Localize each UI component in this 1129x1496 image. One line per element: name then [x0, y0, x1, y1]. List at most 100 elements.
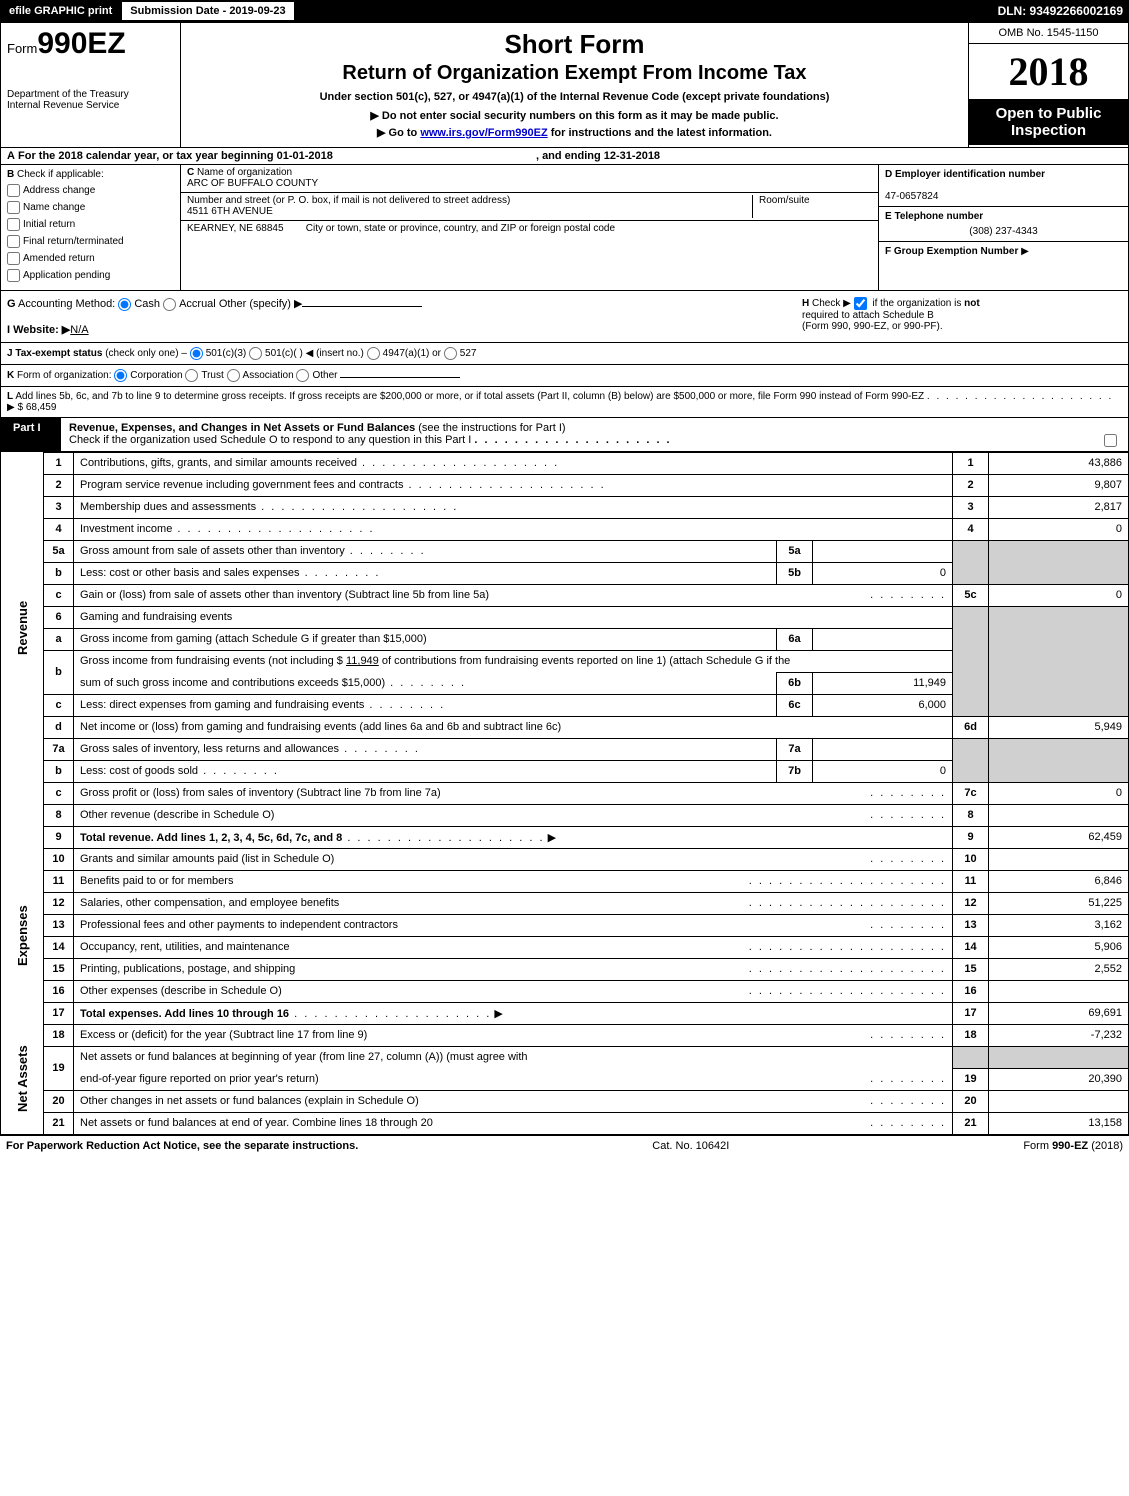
line5b-desc-text: Less: cost or other basis and sales expe…: [80, 567, 300, 579]
501c-radio[interactable]: [249, 347, 262, 360]
col-b-label: B: [7, 169, 14, 180]
line11-desc: Benefits paid to or for members: [74, 870, 953, 892]
row-j-tax-exempt: J Tax-exempt status (check only one) – 5…: [0, 343, 1129, 365]
line7b-dots: [198, 765, 279, 777]
name-change-checkbox[interactable]: [7, 201, 20, 214]
goto-suffix: for instructions and the latest informat…: [548, 127, 772, 139]
address-change-checkbox[interactable]: [7, 184, 20, 197]
other-org-radio[interactable]: [296, 369, 309, 382]
cash-label: Cash: [134, 298, 160, 310]
h-label: H: [802, 298, 809, 309]
line21-val: 13,158: [989, 1112, 1129, 1134]
f-arrow: ▶: [1021, 246, 1029, 257]
line10-desc-text: Grants and similar amounts paid (list in…: [80, 853, 334, 865]
schedule-o-checkbox[interactable]: [1104, 434, 1117, 447]
line7ab-grey: [953, 738, 989, 782]
line1-val: 43,886: [989, 452, 1129, 474]
goto-prefix: ▶ Go to: [377, 127, 420, 139]
part1-header: Part I Revenue, Expenses, and Changes in…: [0, 418, 1129, 452]
line4-val: 0: [989, 518, 1129, 540]
line17-desc-text: Total expenses. Add lines 10 through 16: [80, 1008, 289, 1020]
ein-value: 47-0657824: [885, 191, 938, 202]
line9-val: 62,459: [989, 826, 1129, 848]
amended-return-checkbox[interactable]: [7, 252, 20, 265]
efile-print-button[interactable]: efile GRAPHIC print: [0, 1, 121, 21]
assoc-radio[interactable]: [227, 369, 240, 382]
k-text: Form of organization:: [17, 370, 112, 381]
col-c-org-info: C Name of organization ARC OF BUFFALO CO…: [181, 165, 878, 290]
corp-radio[interactable]: [114, 369, 127, 382]
amended-return-label[interactable]: Amended return: [7, 252, 174, 265]
line17-val: 69,691: [989, 1002, 1129, 1024]
line21-desc-text: Net assets or fund balances at end of ye…: [80, 1117, 433, 1129]
line17-desc: Total expenses. Add lines 10 through 16 …: [74, 1002, 953, 1024]
line5a-dots: [345, 545, 426, 557]
footer-left: For Paperwork Reduction Act Notice, see …: [6, 1140, 358, 1152]
address-change-label[interactable]: Address change: [7, 184, 174, 197]
4947-label: 4947(a)(1) or: [383, 348, 441, 359]
line6a-num: a: [44, 628, 74, 650]
cash-radio[interactable]: [118, 298, 131, 311]
line6d-desc: Net income or (loss) from gaming and fun…: [74, 716, 953, 738]
final-return-label[interactable]: Final return/terminated: [7, 235, 174, 248]
line17-outnum: 17: [953, 1002, 989, 1024]
h-text3: (Form 990, 990-EZ, or 990-PF).: [802, 321, 943, 332]
initial-return-label[interactable]: Initial return: [7, 218, 174, 231]
501c3-radio[interactable]: [190, 347, 203, 360]
line8-num: 8: [44, 804, 74, 826]
accrual-radio[interactable]: [163, 298, 176, 311]
revenue-side-label-cont: [1, 804, 44, 848]
form-header: Form990EZ Department of the Treasury Int…: [0, 22, 1129, 148]
l-text: Add lines 5b, 6c, and 7b to line 9 to de…: [15, 391, 924, 402]
trust-label: Trust: [201, 370, 223, 381]
d-phone-row: E Telephone number (308) 237-4343: [879, 207, 1128, 242]
line5ab-grey-val: [989, 540, 1129, 584]
line16-desc: Other expenses (describe in Schedule O): [74, 980, 953, 1002]
irs-link[interactable]: www.irs.gov/Form990EZ: [420, 127, 547, 139]
part1-title-suffix: (see the instructions for Part I): [418, 422, 565, 434]
line5a-innum: 5a: [777, 540, 813, 562]
line16-num: 16: [44, 980, 74, 1002]
trust-radio[interactable]: [185, 369, 198, 382]
dept-line2: Internal Revenue Service: [7, 100, 119, 111]
final-return-checkbox[interactable]: [7, 235, 20, 248]
app-pending-label[interactable]: Application pending: [7, 269, 174, 282]
line20-desc-text: Other changes in net assets or fund bala…: [80, 1095, 419, 1107]
submission-date: Submission Date - 2019-09-23: [121, 1, 294, 21]
h-checkbox[interactable]: [854, 297, 867, 310]
initial-return-checkbox[interactable]: [7, 218, 20, 231]
top-bar: efile GRAPHIC print Submission Date - 20…: [0, 0, 1129, 22]
line7a-desc-text: Gross sales of inventory, less returns a…: [80, 743, 339, 755]
revenue-side-label: Revenue: [1, 452, 44, 804]
line21-desc: Net assets or fund balances at end of ye…: [74, 1112, 953, 1134]
line7b-desc: Less: cost of goods sold: [74, 760, 777, 782]
line10-val: [989, 848, 1129, 870]
line16-desc-text: Other expenses (describe in Schedule O): [80, 985, 282, 997]
line11-dots: [749, 875, 946, 887]
line11-desc-text: Benefits paid to or for members: [80, 875, 233, 887]
line6b-innum: 6b: [777, 672, 813, 694]
department-label: Department of the Treasury Internal Reve…: [7, 89, 174, 111]
line19-num: 19: [44, 1046, 74, 1090]
line14-val: 5,906: [989, 936, 1129, 958]
line10-desc: Grants and similar amounts paid (list in…: [74, 848, 953, 870]
other-specify-input[interactable]: [302, 306, 422, 307]
j-sub: (check only one) –: [105, 348, 187, 359]
form-prefix: Form: [7, 41, 37, 56]
527-radio[interactable]: [444, 347, 457, 360]
line6b-num: b: [44, 650, 74, 694]
line5c-desc-text: Gain or (loss) from sale of assets other…: [80, 589, 489, 601]
line18-desc-text: Excess or (deficit) for the year (Subtra…: [80, 1029, 367, 1041]
name-change-label[interactable]: Name change: [7, 201, 174, 214]
line7a-innum: 7a: [777, 738, 813, 760]
line10-outnum: 10: [953, 848, 989, 870]
assoc-label: Association: [243, 370, 294, 381]
line6c-inval: 6,000: [813, 694, 953, 716]
4947-radio[interactable]: [367, 347, 380, 360]
line6d-val: 5,949: [989, 716, 1129, 738]
short-form-title: Short Form: [191, 29, 958, 60]
line7b-desc-text: Less: cost of goods sold: [80, 765, 198, 777]
app-pending-checkbox[interactable]: [7, 269, 20, 282]
line4-dots: [172, 523, 374, 535]
other-org-input[interactable]: [340, 377, 460, 378]
